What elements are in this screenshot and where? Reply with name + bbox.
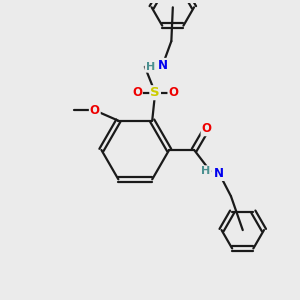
Text: H: H [201, 166, 211, 176]
Text: H: H [146, 62, 155, 72]
Text: O: O [132, 86, 142, 99]
Text: N: N [214, 167, 224, 180]
Text: O: O [90, 104, 100, 117]
Text: O: O [168, 86, 178, 99]
Text: N: N [158, 59, 167, 72]
Text: O: O [202, 122, 212, 135]
Text: S: S [150, 86, 160, 99]
